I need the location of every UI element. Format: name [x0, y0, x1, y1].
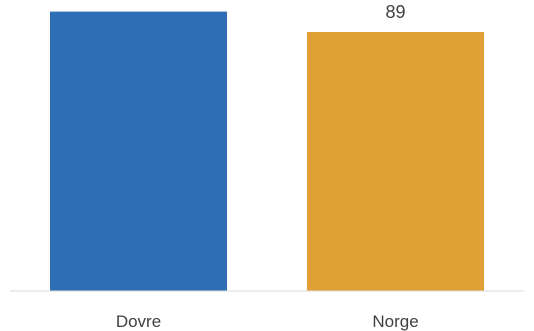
data-label-dovre: 96: [128, 0, 148, 2]
category-label-norge: Norge: [372, 312, 418, 331]
bar-norge: [307, 32, 484, 291]
bar-dovre: [50, 11, 227, 291]
category-label-dovre: Dovre: [116, 312, 161, 331]
data-label-norge: 89: [385, 2, 405, 22]
bars-group: [50, 11, 484, 291]
labels-group: 96 Dovre 89 Norge: [116, 0, 419, 331]
